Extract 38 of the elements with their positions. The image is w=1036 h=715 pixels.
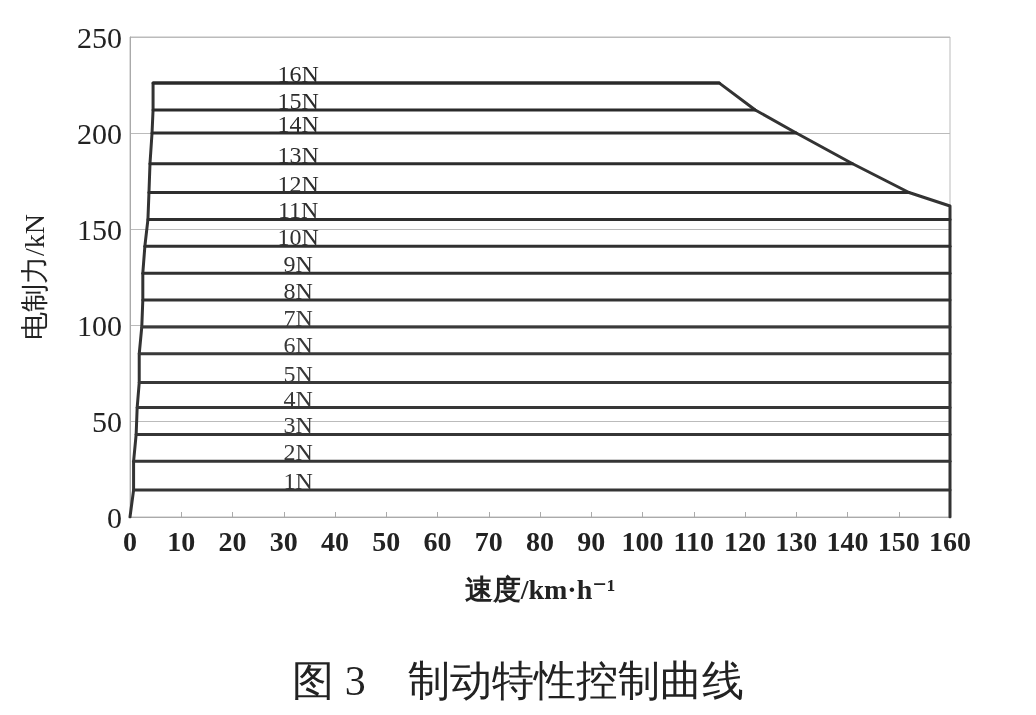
series-label: 16N [277,61,319,88]
x-tick-label: 20 [218,525,247,557]
x-axis-title: 速度/km·h⁻¹ [464,573,616,605]
series-label: 13N [277,141,319,168]
x-tick-label: 30 [269,525,298,557]
x-tick-label: 150 [877,525,920,557]
y-tick-label: 100 [77,308,122,342]
x-tick-label: 130 [775,525,818,557]
x-tick-label: 140 [826,525,869,557]
text: 图 3 制动特性控制曲线 [292,658,744,704]
x-tick-label: 60 [423,525,452,557]
series-label: 6N [283,331,313,358]
y-tick-label: 200 [77,116,122,150]
series-label: 10N [277,224,319,251]
series-label: 3N [283,412,313,439]
y-axis-title: 电制力/kN [18,214,50,340]
x-tick-label: 50 [372,525,401,557]
x-tick-label: 40 [321,525,349,557]
x-tick-label: 80 [526,525,554,557]
x-tick-label: 110 [673,525,714,557]
x-tick-label: 70 [474,525,503,557]
x-tick-label: 100 [621,525,664,557]
x-tick-label: 10 [167,525,196,557]
series-label: 15N [277,87,319,114]
series-label: 9N [283,251,313,278]
y-tick-label: 50 [92,404,122,438]
y-tick-label: 250 [77,20,122,54]
x-tick-label: 120 [724,525,766,557]
series-label: 1N [283,468,313,495]
series-label: 2N [283,439,313,466]
series-label: 8N [283,278,313,305]
y-tick-label: 150 [77,212,122,246]
x-tick-label: 90 [577,525,606,557]
series-label: 14N [277,111,319,137]
series-label: 7N [283,304,313,331]
x-tick-label: 160 [929,525,971,557]
series-label: 11N [277,197,319,224]
y-tick-label: 0 [107,500,122,534]
